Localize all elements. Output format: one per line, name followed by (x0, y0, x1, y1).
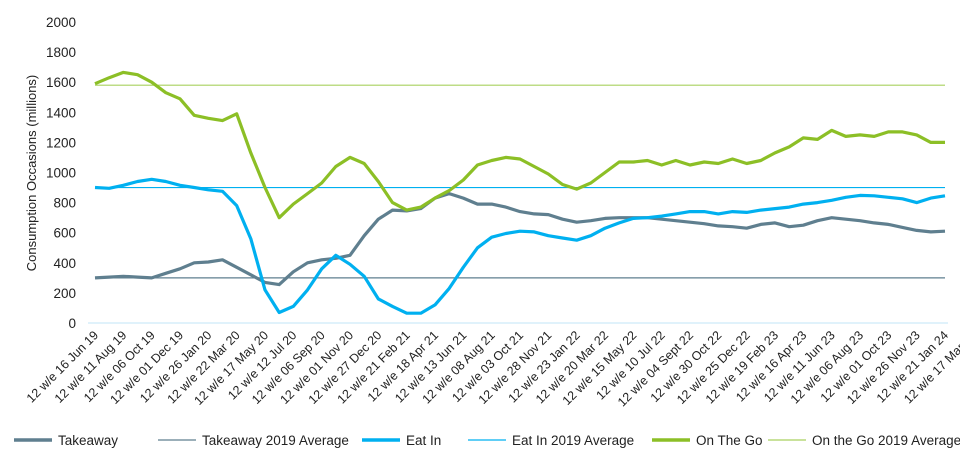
legend-item-eat-in: Eat In (362, 433, 441, 448)
legend-item-takeaway-2019-average: Takeaway 2019 Average (158, 433, 349, 448)
y-tick-label: 2000 (46, 15, 76, 30)
legend-label: On The Go (696, 433, 763, 448)
y-axis-label: Consumption Occasions (millions) (24, 75, 39, 272)
eat-in-series (95, 179, 945, 313)
takeaway-line (95, 194, 945, 285)
y-tick-label: 1200 (46, 135, 76, 150)
y-tick-label: 1600 (46, 75, 76, 90)
takeaway-series (95, 193, 945, 284)
legend-item-on-the-go: On The Go (652, 433, 763, 448)
legend: Takeaway Takeaway 2019 Average Eat In Eat I… (14, 433, 960, 448)
y-tick-label: 1400 (46, 105, 76, 120)
y-tick-label: 400 (53, 256, 76, 271)
legend-label: On the Go 2019 Average (812, 433, 960, 448)
y-tick-label: 1000 (46, 166, 76, 181)
legend-item-on-the-go-2019-average: On the Go 2019 Average (768, 433, 960, 448)
y-tick-label: 1800 (46, 45, 76, 60)
y-tick-label: 800 (53, 196, 76, 211)
legend-label: Takeaway 2019 Average (202, 433, 349, 448)
eat-in-line (95, 179, 945, 313)
on-the-go-series (95, 72, 945, 217)
legend-label: Eat In (406, 433, 441, 448)
legend-label: Eat In 2019 Average (512, 433, 634, 448)
legend-label: Takeaway (58, 433, 118, 448)
legend-item-takeaway: Takeaway (14, 433, 118, 448)
y-tick-label: 600 (53, 226, 76, 241)
y-tick-label: 200 (53, 286, 76, 301)
on-the-go-line (95, 72, 945, 217)
y-tick-label: 0 (68, 316, 76, 331)
legend-item-eat-in-2019-average: Eat In 2019 Average (468, 433, 634, 448)
